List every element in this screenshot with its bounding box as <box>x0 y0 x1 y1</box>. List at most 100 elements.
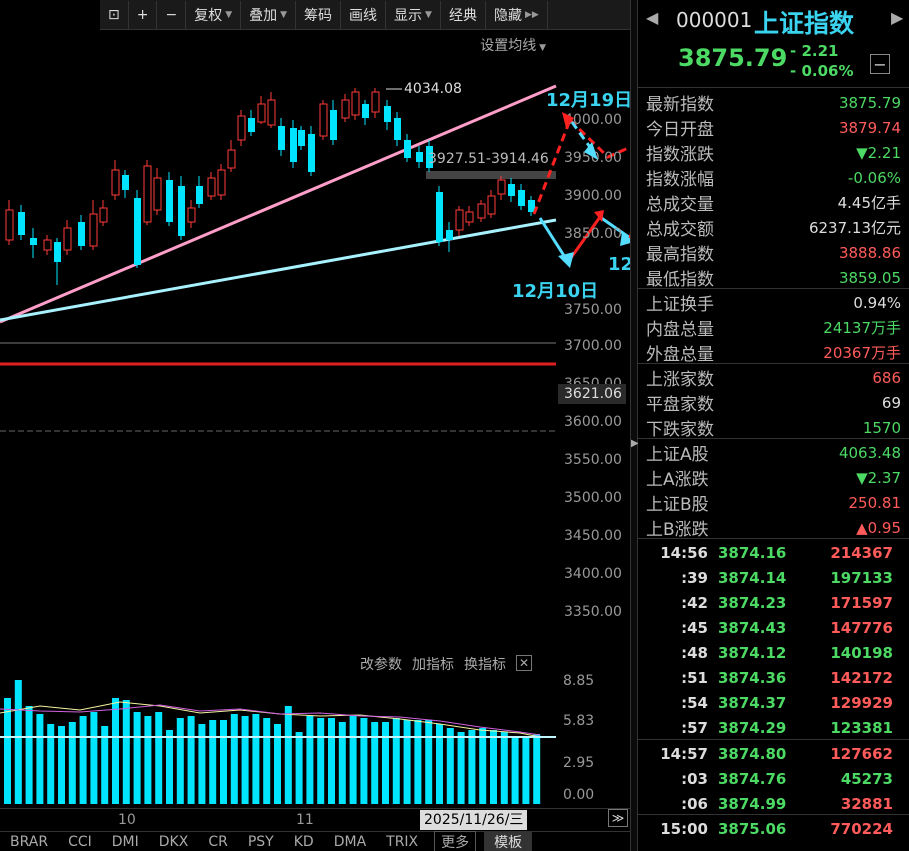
zoom-in-button[interactable]: + <box>129 0 158 29</box>
chevron-down-icon: ▼ <box>425 9 432 20</box>
indicator-tab-3[interactable]: DKX <box>158 833 189 850</box>
candle-body <box>267 99 276 126</box>
separator <box>638 739 909 740</box>
stat-row: 总成交额 6237.13亿元 <box>638 215 909 240</box>
indicator-tab-10[interactable]: 模板 <box>484 831 533 851</box>
stat-value: ▼2.21 <box>856 143 901 162</box>
date-label-oct: 10 <box>118 812 136 828</box>
chips-button[interactable]: 筹码 <box>296 0 342 29</box>
price-tick: 3900.00 <box>564 188 622 204</box>
price-tick: 3500.00 <box>564 490 622 506</box>
tick-volume: 142172 <box>830 668 893 687</box>
price-tick: 3750.00 <box>564 302 622 318</box>
candle-body <box>497 179 506 195</box>
candle-body <box>43 239 52 251</box>
scroll-right-button[interactable]: ≫ <box>608 809 628 827</box>
candle-body <box>134 198 141 265</box>
tick-volume: 45273 <box>840 769 893 788</box>
volume-bar <box>68 722 76 804</box>
stat-label: 平盘家数 <box>646 395 714 415</box>
minimize-button[interactable]: − <box>870 54 890 74</box>
stat-row: 内盘总量 24137万手 <box>638 315 909 340</box>
candle-body <box>5 209 14 241</box>
stat-label: 最低指数 <box>646 270 714 290</box>
tick-time: :03 <box>681 769 708 788</box>
prev-security-icon[interactable]: ◀ <box>646 8 659 27</box>
annotation-dec19-top: 12月19日 <box>546 90 630 111</box>
classic-button[interactable]: 经典 <box>441 0 486 29</box>
fuquan-menu[interactable]: 复权 ▼ <box>186 0 242 29</box>
pink-trend-line <box>0 84 557 324</box>
volume-bar <box>306 716 314 804</box>
volume-bar <box>230 714 238 804</box>
stat-row: 上证B股 250.81 <box>638 490 909 516</box>
indicator-tab-9[interactable]: 更多 <box>434 830 477 851</box>
collapse-icon[interactable]: ▶ <box>631 438 639 449</box>
quote-panel: ◀ 000001 上证指数 ▶ 3875.79 - 2.21 - 0.06% −… <box>638 0 909 851</box>
stat-value: 4.45亿手 <box>837 194 901 212</box>
price-tick: 3400.00 <box>564 566 622 582</box>
edit-params-button[interactable]: 改参数 <box>360 657 402 673</box>
volume-bar <box>371 722 379 804</box>
tick-volume: 127662 <box>830 744 893 763</box>
candle-body <box>89 213 98 247</box>
indicator-tab-1[interactable]: CCI <box>68 833 92 850</box>
tick-time: :51 <box>681 668 708 687</box>
kline-chart-area[interactable]: 4034.08 3927.51-3914.46 12月19日 12月10日 ⊡ … <box>0 0 630 851</box>
tick-volume: 147776 <box>830 618 893 637</box>
last-price: 3875.79 <box>678 44 788 72</box>
volume-bar <box>79 716 87 804</box>
volume-bar <box>338 722 346 804</box>
close-icon[interactable]: ✕ <box>516 655 532 671</box>
switch-indicator-button[interactable]: 换指标 <box>464 657 506 673</box>
display-label: 显示 <box>394 7 423 24</box>
stat-value: 1570 <box>862 418 901 437</box>
zoom-out-button[interactable]: − <box>157 0 187 29</box>
tick-time: :48 <box>681 643 708 662</box>
indicator-tab-2[interactable]: DMI <box>111 833 139 850</box>
kline-svg: 4034.08 3927.51-3914.46 12月19日 12月10日 <box>0 81 630 804</box>
tick-time: :42 <box>681 593 708 612</box>
stat-label: 外盘总量 <box>646 345 714 365</box>
stat-label: 上证A股 <box>646 445 709 465</box>
candle-body <box>528 200 535 212</box>
indicator-tab-4[interactable]: CR <box>208 833 228 850</box>
candle-body <box>196 186 203 204</box>
stat-value: 686 <box>872 368 901 387</box>
candle-body <box>308 134 315 172</box>
candle-body <box>416 152 423 162</box>
candle-body <box>384 106 391 122</box>
tick-volume: 770224 <box>830 819 893 838</box>
vol-tick: 5.83 <box>563 713 595 729</box>
add-indicator-button[interactable]: 加指标 <box>412 657 454 673</box>
current-price-tag: 3621.06 <box>558 384 626 404</box>
draw-line-button[interactable]: 画线 <box>341 0 387 29</box>
tick-row: :54 3874.37 129929 <box>638 690 909 715</box>
chevron-down-icon: ▼ <box>536 43 546 53</box>
indicator-tab-5[interactable]: PSY <box>247 833 274 850</box>
stat-value: ▲0.95 <box>856 518 901 537</box>
tick-time: 14:57 <box>660 744 708 763</box>
indicator-tab-8[interactable]: TRIX <box>386 833 419 850</box>
lock-button[interactable]: ⊡ <box>100 0 129 29</box>
candle-body <box>99 207 108 223</box>
tick-row: :51 3874.36 142172 <box>638 665 909 690</box>
display-menu[interactable]: 显示 ▼ <box>386 0 441 29</box>
indicator-tab-6[interactable]: KD <box>293 833 314 850</box>
panel-divider[interactable] <box>630 0 638 851</box>
candle-body <box>351 91 360 116</box>
indicator-tab-0[interactable]: BRAR <box>10 833 49 850</box>
hide-button[interactable]: 隐藏 ▶▶ <box>486 0 548 29</box>
stat-label: 指数涨跌 <box>646 145 714 165</box>
volume-bar <box>209 720 217 804</box>
stat-value: 3879.74 <box>838 118 901 137</box>
tick-price: 3874.16 <box>718 543 787 562</box>
hide-label: 隐藏 <box>493 7 522 24</box>
chevron-down-icon: ▼ <box>280 9 288 20</box>
ma-setting-button[interactable]: 设置均线 ▼ <box>480 35 546 55</box>
stat-value: ▼2.37 <box>856 468 901 487</box>
next-security-icon[interactable]: ▶ <box>891 8 904 27</box>
price-tick: 3850.00 <box>564 226 622 242</box>
indicator-tab-7[interactable]: DMA <box>333 833 367 850</box>
overlay-menu[interactable]: 叠加 ▼ <box>241 0 297 29</box>
